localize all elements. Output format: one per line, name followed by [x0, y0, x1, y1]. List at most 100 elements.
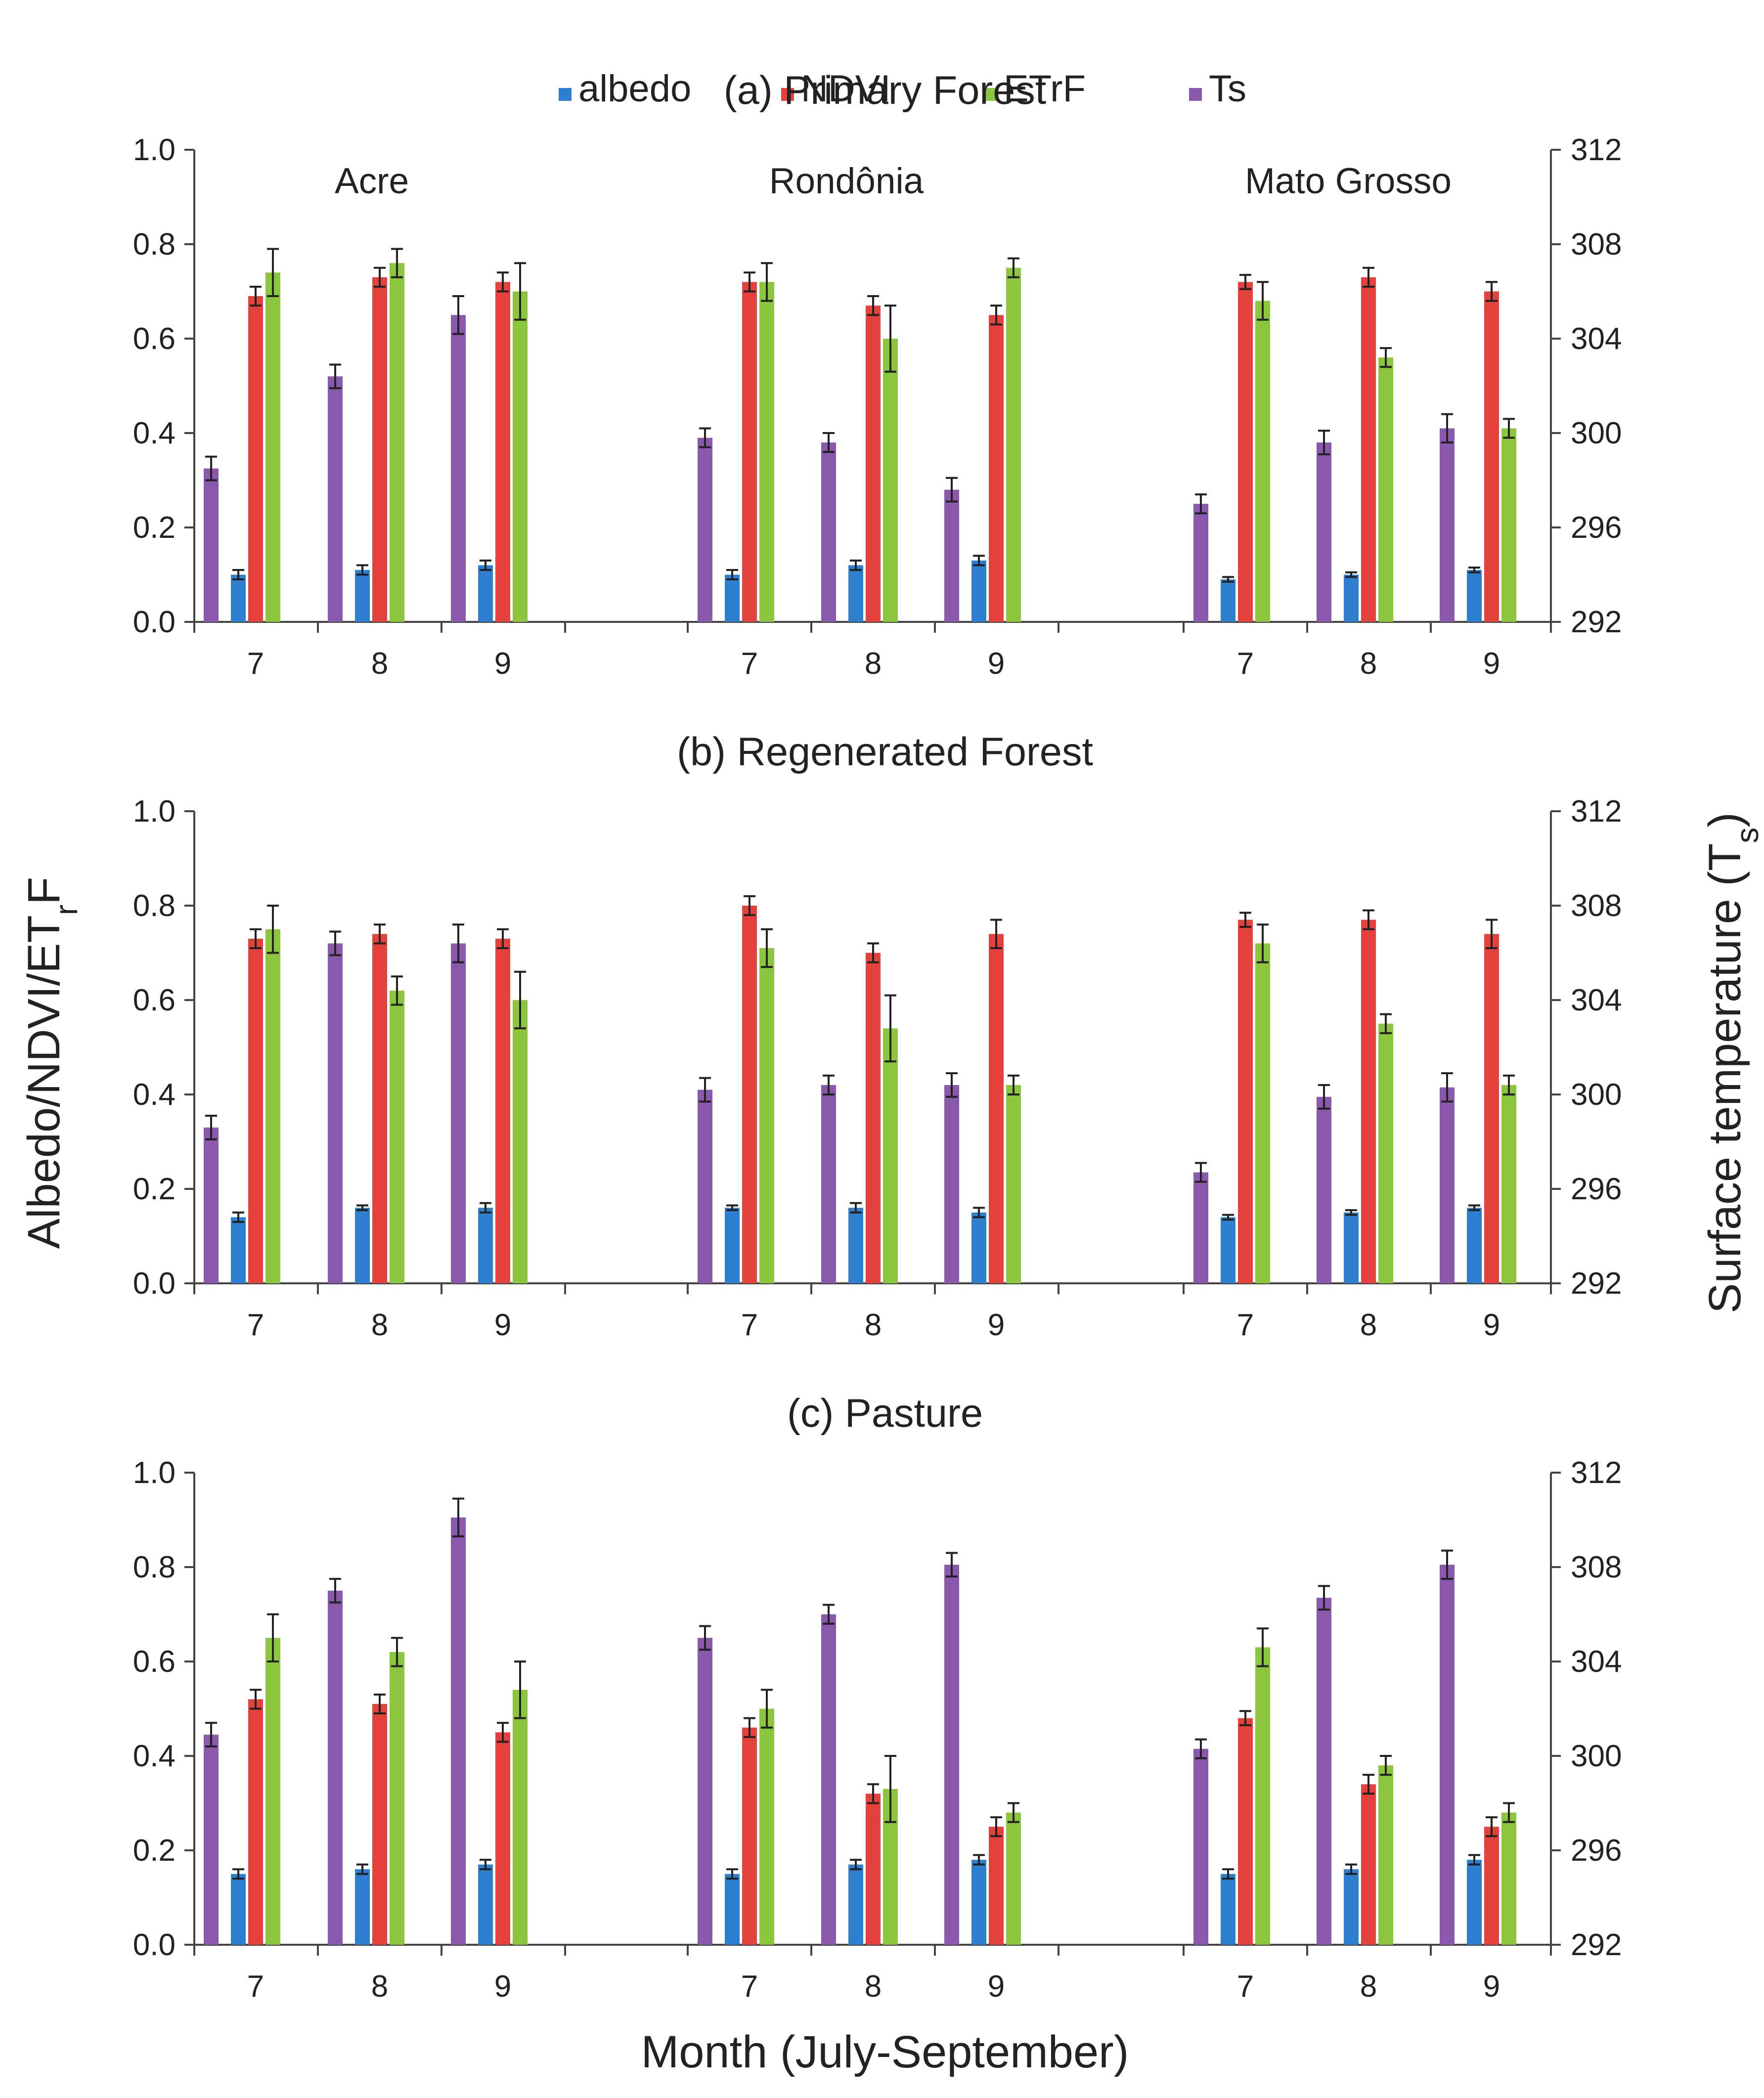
bar-etrf — [265, 1638, 280, 1945]
bar-albedo — [478, 1208, 493, 1283]
bar-etrf — [513, 291, 528, 622]
bar-albedo — [1221, 579, 1235, 622]
error-bar-ndvi — [867, 942, 879, 963]
legend-swatch-etrf — [984, 88, 997, 101]
error-bar-ts — [1318, 1585, 1330, 1611]
error-bar-albedo — [1222, 1214, 1234, 1221]
bar-ts — [1440, 1087, 1455, 1283]
bar-albedo — [1221, 1217, 1235, 1283]
error-bar-ndvi — [990, 305, 1002, 326]
bar-ts — [451, 315, 466, 622]
error-bar-albedo — [356, 564, 368, 576]
error-bar-ndvi — [867, 1783, 879, 1804]
error-bar-ndvi — [250, 928, 262, 949]
month-label: 7 — [741, 647, 758, 681]
left-tick-label: 0.2 — [133, 1834, 176, 1868]
right-axis-label: Surface temperature (Ts) — [1700, 812, 1764, 1313]
error-bar-ndvi — [374, 1693, 386, 1715]
error-bar-ndvi — [1363, 1774, 1374, 1795]
panel-c: (c) Pasture 0.0 0.2 0.4 0.6 0.8 1.0 292 296 300 30… — [133, 1391, 1622, 2004]
bar-albedo — [1467, 1860, 1482, 1945]
legend-swatch-ts — [1189, 88, 1202, 101]
error-bar-albedo — [480, 1202, 491, 1214]
bar-ndvi — [866, 306, 881, 622]
bar-etrf — [1378, 1023, 1393, 1283]
error-bar-ts — [946, 1552, 958, 1578]
legend-label-etrf: ETrF — [1004, 68, 1086, 110]
bar-albedo — [478, 565, 493, 622]
bar-albedo — [725, 1208, 740, 1283]
error-bar-ts — [946, 477, 958, 503]
error-bar-etrf — [884, 1755, 896, 1823]
month-label: 8 — [865, 1969, 882, 2004]
bar-ndvi — [495, 938, 510, 1283]
bar-albedo — [231, 1217, 246, 1283]
bar-ts — [451, 943, 466, 1283]
month-label: 8 — [865, 647, 882, 681]
legend: albedo NDVI ETrF Ts — [559, 68, 1246, 110]
error-bar-albedo — [726, 1204, 738, 1211]
error-bar-etrf — [1008, 1802, 1019, 1823]
bar-etrf — [265, 929, 280, 1283]
error-bar-ts — [452, 923, 464, 963]
bar-ts — [944, 1565, 959, 1945]
right-tick-label: 308 — [1571, 1550, 1622, 1584]
bar-etrf — [1006, 1812, 1021, 1945]
left-tick-label: 0.0 — [133, 605, 176, 639]
error-bar-albedo — [973, 1854, 985, 1866]
legend-swatch-albedo — [559, 88, 572, 101]
month-label: 9 — [1483, 1969, 1500, 2004]
error-bar-etrf — [884, 994, 896, 1063]
error-bar-ndvi — [1239, 274, 1251, 290]
error-bar-etrf — [1257, 281, 1269, 321]
month-label: 8 — [371, 647, 388, 681]
bar-ts — [328, 1590, 343, 1945]
right-tick-label: 296 — [1571, 1172, 1622, 1206]
bar-ndvi — [248, 938, 263, 1283]
error-bar-ts — [329, 363, 341, 390]
bar-etrf — [1255, 1647, 1270, 1945]
error-bar-ts — [452, 1497, 464, 1537]
error-bar-ts — [1441, 413, 1453, 444]
month-label: 9 — [988, 1308, 1005, 1342]
error-bar-ts — [205, 1722, 217, 1748]
right-tick-label: 312 — [1571, 133, 1622, 167]
error-bar-etrf — [391, 975, 403, 1006]
bar-albedo — [971, 1860, 986, 1945]
error-bar-ts — [329, 930, 341, 957]
panel-b: (b) Regenerated Forest 0.0 0.2 0.4 0.6 0.8 1.0… — [133, 730, 1622, 1342]
error-bar-albedo — [356, 1204, 368, 1211]
error-bar-etrf — [1257, 923, 1269, 963]
error-bar-ndvi — [374, 266, 386, 288]
bar-ndvi — [989, 934, 1004, 1283]
bar-ndvi — [495, 1732, 510, 1945]
bar-ts — [451, 1517, 466, 1945]
right-tick-label: 300 — [1571, 1739, 1622, 1773]
error-bar-ndvi — [1239, 1710, 1251, 1726]
legend-swatch-ndvi — [781, 88, 794, 101]
legend-label-ndvi: NDVI — [801, 68, 891, 110]
panel-title: (b) Regenerated Forest — [677, 730, 1093, 774]
bar-ndvi — [742, 1727, 757, 1945]
bar-ts — [328, 943, 343, 1283]
error-bar-ts — [1318, 1084, 1330, 1110]
error-bar-ts — [699, 427, 711, 448]
error-bar-ts — [1195, 1162, 1207, 1183]
error-bar-etrf — [761, 1689, 773, 1729]
right-tick-label: 312 — [1571, 1456, 1622, 1490]
error-bar-albedo — [232, 1868, 244, 1880]
error-bar-etrf — [514, 262, 526, 321]
error-bar-etrf — [884, 305, 896, 373]
bar-ndvi — [1361, 919, 1376, 1283]
error-bar-etrf — [1008, 1074, 1019, 1095]
bar-ndvi — [1484, 1827, 1499, 1945]
right-tick-label: 292 — [1571, 1267, 1622, 1301]
month-label: 9 — [1483, 647, 1500, 681]
error-bar-albedo — [1468, 1204, 1480, 1211]
right-tick-label: 296 — [1571, 511, 1622, 545]
month-label: 9 — [988, 1969, 1005, 2004]
month-label: 7 — [1237, 1969, 1254, 2004]
bar-etrf — [883, 1028, 898, 1283]
bar-ndvi — [248, 296, 263, 622]
